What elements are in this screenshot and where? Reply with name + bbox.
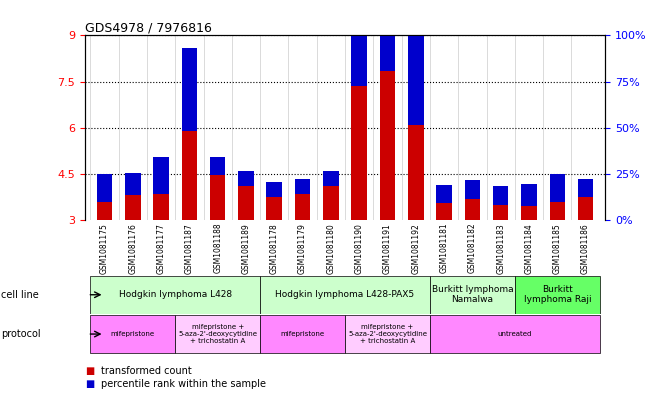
Text: ■: ■	[85, 379, 94, 389]
Bar	[436, 203, 452, 220]
Bar	[182, 131, 197, 220]
Bar	[549, 174, 565, 202]
Text: Hodgkin lymphoma L428: Hodgkin lymphoma L428	[118, 290, 232, 299]
Text: GSM1081189: GSM1081189	[242, 223, 251, 274]
Text: Hodgkin lymphoma L428-PAX5: Hodgkin lymphoma L428-PAX5	[275, 290, 415, 299]
Text: GSM1081186: GSM1081186	[581, 223, 590, 274]
Bar	[380, 0, 395, 71]
Bar	[323, 186, 339, 220]
Bar	[295, 179, 311, 194]
Bar	[266, 197, 282, 220]
Text: GSM1081192: GSM1081192	[411, 223, 421, 274]
Bar	[408, 36, 424, 125]
Text: GSM1081190: GSM1081190	[355, 223, 364, 274]
Text: GSM1081176: GSM1081176	[128, 223, 137, 274]
Text: mifepristone +
5-aza-2'-deoxycytidine
+ trichostatin A: mifepristone + 5-aza-2'-deoxycytidine + …	[178, 324, 257, 344]
Bar	[266, 182, 282, 197]
Bar	[153, 157, 169, 194]
Bar	[465, 198, 480, 220]
Bar	[153, 194, 169, 220]
Bar	[515, 276, 600, 314]
Bar	[175, 315, 260, 353]
Bar	[408, 125, 424, 220]
Bar	[578, 197, 594, 220]
Bar	[238, 186, 254, 220]
Text: transformed count: transformed count	[101, 366, 191, 376]
Text: protocol: protocol	[1, 329, 41, 339]
Text: GSM1081185: GSM1081185	[553, 223, 562, 274]
Text: GSM1081188: GSM1081188	[213, 223, 222, 274]
Text: mifepristone: mifepristone	[281, 331, 325, 337]
Bar	[352, 0, 367, 86]
Bar	[96, 174, 112, 202]
Text: untreated: untreated	[497, 331, 532, 337]
Text: cell line: cell line	[1, 290, 39, 300]
Text: Burkitt lymphoma
Namalwa: Burkitt lymphoma Namalwa	[432, 285, 513, 305]
Bar	[521, 184, 537, 206]
Bar	[182, 48, 197, 131]
Text: GSM1081179: GSM1081179	[298, 223, 307, 274]
Bar	[90, 315, 175, 353]
Bar	[430, 276, 515, 314]
Text: GSM1081191: GSM1081191	[383, 223, 392, 274]
Text: GSM1081180: GSM1081180	[326, 223, 335, 274]
Bar	[238, 171, 254, 186]
Bar	[96, 202, 112, 220]
Text: GSM1081175: GSM1081175	[100, 223, 109, 274]
Bar	[493, 186, 508, 205]
Bar	[90, 276, 260, 314]
Bar	[125, 173, 141, 195]
Text: GSM1081184: GSM1081184	[525, 223, 534, 274]
Text: GSM1081178: GSM1081178	[270, 223, 279, 274]
Bar	[260, 276, 430, 314]
Text: GSM1081181: GSM1081181	[439, 223, 449, 274]
Text: percentile rank within the sample: percentile rank within the sample	[101, 379, 266, 389]
Bar	[493, 205, 508, 220]
Bar	[295, 194, 311, 220]
Text: mifepristone: mifepristone	[111, 331, 155, 337]
Text: GSM1081182: GSM1081182	[468, 223, 477, 274]
Bar	[549, 202, 565, 220]
Text: Burkitt
lymphoma Raji: Burkitt lymphoma Raji	[523, 285, 591, 305]
Bar	[465, 180, 480, 198]
Bar	[210, 175, 225, 220]
Text: mifepristone +
5-aza-2'-deoxycytidine
+ trichostatin A: mifepristone + 5-aza-2'-deoxycytidine + …	[348, 324, 427, 344]
Text: GSM1081177: GSM1081177	[156, 223, 165, 274]
Text: ■: ■	[85, 366, 94, 376]
Bar	[352, 86, 367, 220]
Text: GDS4978 / 7976816: GDS4978 / 7976816	[85, 21, 212, 34]
Bar	[125, 195, 141, 220]
Bar	[260, 315, 345, 353]
Bar	[521, 206, 537, 220]
Bar	[430, 315, 600, 353]
Bar	[578, 178, 594, 197]
Bar	[380, 71, 395, 220]
Bar	[345, 315, 430, 353]
Bar	[436, 185, 452, 203]
Bar	[323, 171, 339, 186]
Text: GSM1081183: GSM1081183	[496, 223, 505, 274]
Text: GSM1081187: GSM1081187	[185, 223, 194, 274]
Bar	[210, 157, 225, 175]
